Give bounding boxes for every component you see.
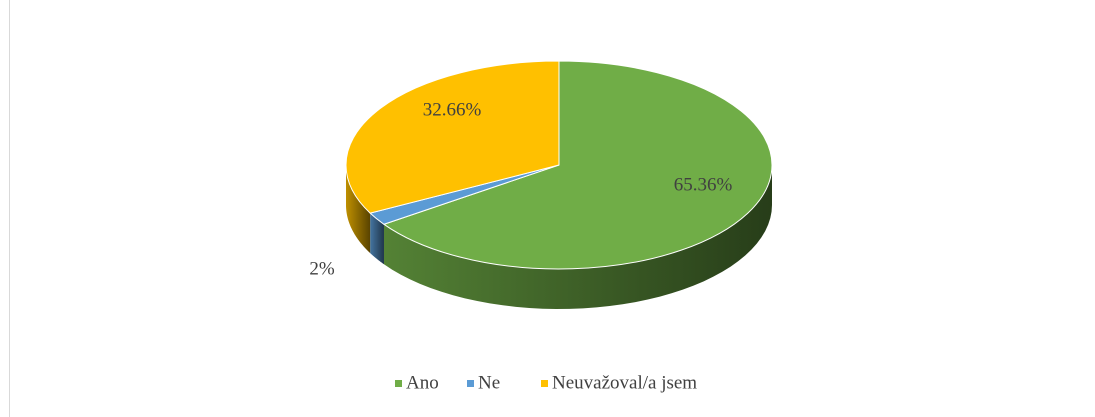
data-label: 2% [309, 258, 335, 279]
legend-label: Neuvažoval/a jsem [552, 372, 697, 393]
legend-swatch [467, 380, 474, 387]
legend-swatch [541, 380, 548, 387]
slice [382, 60, 773, 270]
legend-label: Ne [478, 372, 500, 393]
slice [345, 60, 560, 214]
legend-label: Ano [406, 372, 439, 393]
slice-side [370, 213, 384, 265]
data-label: 32.66% [423, 99, 482, 120]
slice-side [346, 165, 371, 254]
data-label: 65.36% [674, 174, 733, 195]
slice-side [383, 165, 772, 309]
legend-swatch [395, 380, 402, 387]
